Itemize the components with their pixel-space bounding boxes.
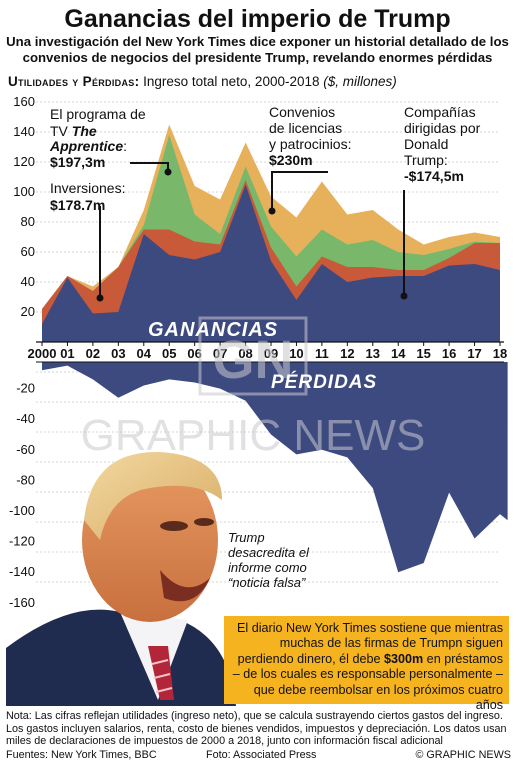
- y-tick-label: 140: [13, 124, 35, 139]
- y-tick-label: -60: [16, 442, 35, 457]
- section-unit: ($, millones): [323, 74, 397, 89]
- x-tick-label: 07: [213, 346, 227, 361]
- svg-text:$197,3m: $197,3m: [50, 154, 105, 170]
- x-tick-label: 08: [238, 346, 252, 361]
- apprentice-name: Apprentice: [49, 138, 123, 154]
- svg-text:de licencias: de licencias: [269, 120, 342, 136]
- y-tick-label: -120: [9, 534, 35, 549]
- chart-section-label: Utilidades y Pérdidas: Ingreso total net…: [8, 73, 397, 90]
- svg-text:$178.7m: $178.7m: [50, 197, 105, 213]
- callout-text-before: El diario New York Times sostiene que mi…: [237, 621, 503, 666]
- svg-text:Convenios: Convenios: [269, 104, 335, 120]
- y-tick-label: 160: [13, 94, 35, 109]
- svg-text:Inversiones:: Inversiones:: [50, 180, 125, 196]
- copyright: © GRAPHIC NEWS: [415, 749, 511, 761]
- y-tick-label: -160: [9, 595, 35, 610]
- investments-line-1: Inversiones:: [50, 180, 125, 196]
- x-tick-label: 03: [111, 346, 125, 361]
- y-tick-label: -140: [9, 564, 35, 579]
- watermark: GN GRAPHIC NEWS: [81, 316, 426, 460]
- annotation-licensing: Convenios de licencias y patrocinios: $2…: [268, 104, 351, 215]
- svg-text:GN: GN: [213, 330, 294, 390]
- svg-text:Compañías: Compañías: [404, 104, 476, 120]
- svg-text:$230m: $230m: [269, 152, 313, 168]
- losses-label: PÉRDIDAS: [271, 371, 377, 393]
- section-description: Ingreso total neto, 2000-2018: [139, 74, 324, 89]
- callout-text-after: en préstamos – de los cuales es responsa…: [232, 651, 503, 713]
- y-tick-label: -20: [16, 381, 35, 396]
- y-tick-label: -40: [16, 411, 35, 426]
- y-tick-label: 100: [13, 184, 35, 199]
- apprentice-colon: :: [123, 138, 127, 154]
- y-tick-label: -80: [16, 472, 35, 487]
- x-tick-label: 11: [315, 346, 329, 361]
- y-axis-ticks: 160 140 120 100 80 60 40 20 -20 -40 -60 -80 -100 -120…: [9, 94, 35, 610]
- x-tick-label: 15: [416, 346, 430, 361]
- x-tick-label: 12: [340, 346, 354, 361]
- x-tick-label: 05: [162, 346, 176, 361]
- loss-area: [42, 362, 508, 573]
- annotation-companies: Compañías dirigidas por Donald Trump: -$…: [400, 104, 481, 300]
- x-tick-label: 13: [366, 346, 380, 361]
- annotation-apprentice: El programa de TV The Apprentice: $197,3…: [49, 106, 172, 176]
- notes: Nota: Las cifras reflejan utilidades (in…: [6, 710, 507, 748]
- apprentice-the: The: [72, 123, 97, 139]
- x-tick-label: 02: [86, 346, 100, 361]
- apprentice-value: $197,3m: [50, 154, 105, 170]
- gain-area-layer-1: [42, 184, 500, 342]
- svg-text:y patrocinios:: y patrocinios:: [269, 136, 351, 152]
- svg-text:-$174,5m: -$174,5m: [404, 168, 464, 184]
- x-tick-label: 06: [187, 346, 201, 361]
- y-tick-label: 20: [21, 304, 35, 319]
- page-subtitle: Una investigación del New York Times dic…: [6, 34, 509, 65]
- x-tick-label: 10: [289, 346, 303, 361]
- callout-box: El diario New York Times sostiene que mi…: [224, 616, 509, 712]
- x-tick-label: 18: [493, 346, 507, 361]
- x-tick-label: 01: [60, 346, 74, 361]
- companies-value: -$174,5m: [404, 168, 464, 184]
- photo-credit: Foto: Associated Press: [206, 749, 317, 761]
- y-tick-label: -100: [9, 503, 35, 518]
- x-axis-ticks: 2000 01 02 03 04 05 06 07 08 09 10 11 12 13 14 15 16 17 18: [28, 342, 507, 361]
- x-tick-label: 14: [391, 346, 406, 361]
- y-tick-label: 60: [21, 244, 35, 259]
- x-tick-label: 2000: [28, 346, 57, 361]
- x-tick-label: 04: [137, 346, 152, 361]
- svg-text:dirigidas por: dirigidas por: [404, 120, 481, 136]
- svg-text:Donald: Donald: [404, 136, 448, 152]
- y-tick-label: 40: [21, 274, 35, 289]
- svg-text:Apprentice:: Apprentice:: [49, 138, 127, 154]
- trump-photo: [6, 451, 236, 706]
- svg-text:GRAPHIC NEWS: GRAPHIC NEWS: [81, 411, 426, 460]
- sources: Fuentes: New York Times, BBC: [6, 749, 157, 761]
- trump-quote: Trump desacredita el informe como “notic…: [228, 530, 309, 590]
- svg-text:Trump:: Trump:: [404, 152, 448, 168]
- gains-label: GANANCIAS: [148, 319, 278, 341]
- annotation-investments: Inversiones: $178.7m: [50, 180, 125, 302]
- svg-text:TV The: TV The: [50, 123, 97, 139]
- gain-areas: [42, 124, 500, 342]
- x-tick-label: 17: [467, 346, 481, 361]
- page-title: Ganancias del imperio de Trump: [64, 5, 451, 33]
- y-tick-label: 80: [21, 214, 35, 229]
- callout-amount: $300m: [383, 651, 424, 666]
- licensing-value: $230m: [269, 152, 313, 168]
- x-tick-label: 16: [442, 346, 456, 361]
- y-tick-label: 120: [13, 154, 35, 169]
- section-label: Utilidades y Pérdidas:: [8, 74, 140, 89]
- apprentice-line-1: El programa de: [50, 106, 146, 122]
- x-axis: [36, 341, 504, 363]
- apprentice-tv: TV: [50, 123, 72, 139]
- svg-text:El programa de: El programa de: [50, 106, 146, 122]
- header: Ganancias del imperio de Trump Una inves…: [0, 0, 515, 66]
- investments-value: $178.7m: [50, 197, 105, 213]
- loss-area-shape: [42, 362, 508, 573]
- x-tick-label: 09: [264, 346, 278, 361]
